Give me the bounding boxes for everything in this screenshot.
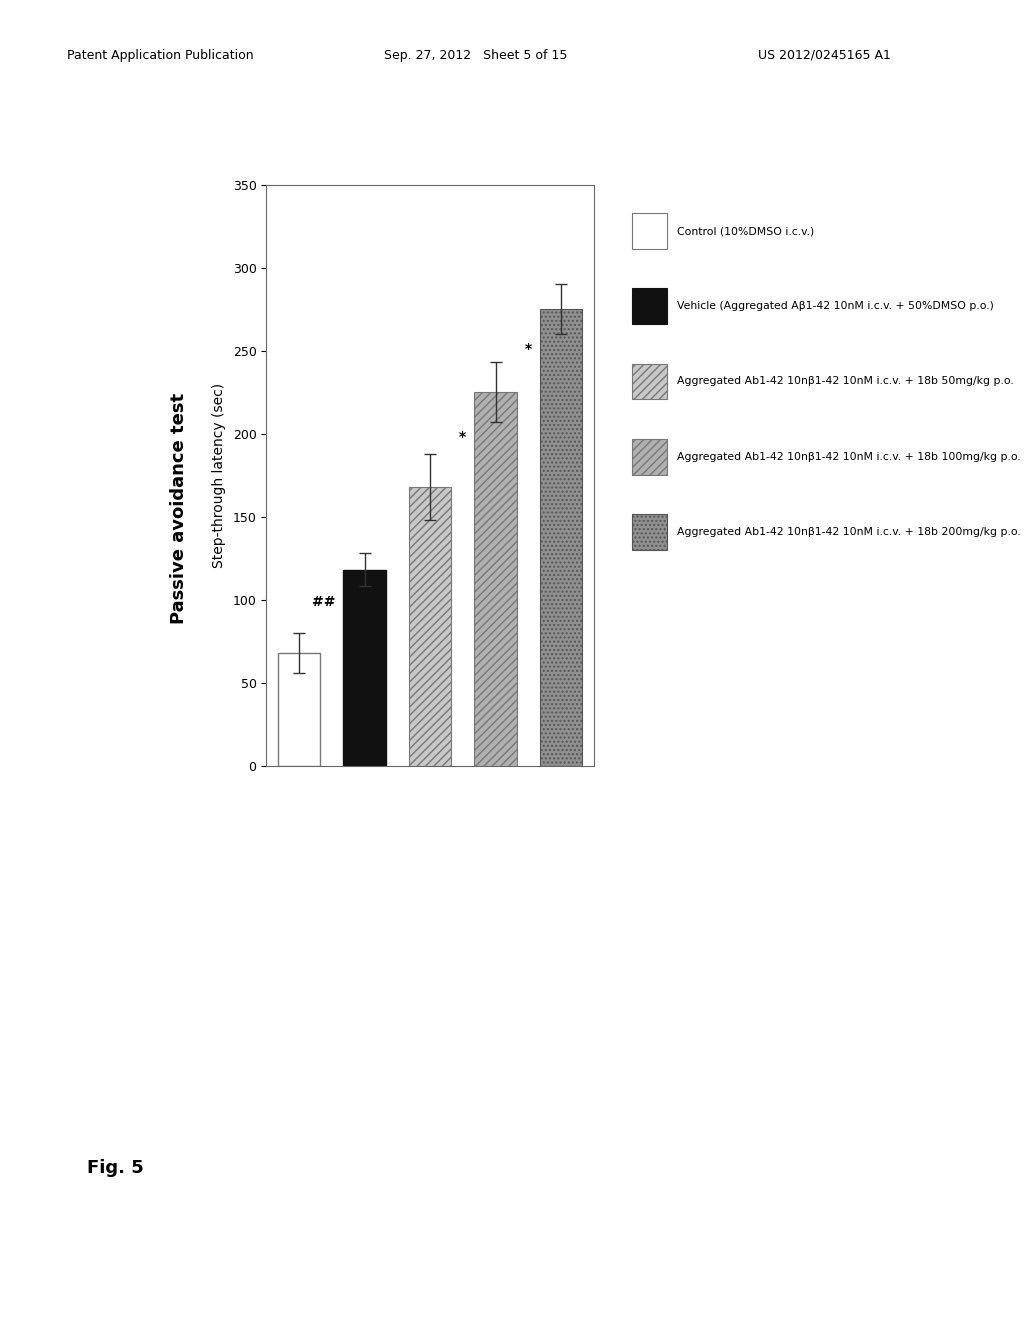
Bar [409, 487, 452, 766]
Text: Aggregated Ab1-42 10nβ1-42 10nM i.c.v. + 18b 50mg/kg p.o.: Aggregated Ab1-42 10nβ1-42 10nM i.c.v. +… [677, 376, 1014, 387]
Text: Sep. 27, 2012   Sheet 5 of 15: Sep. 27, 2012 Sheet 5 of 15 [384, 49, 567, 62]
Text: Passive avoidance test: Passive avoidance test [170, 392, 188, 624]
Bar [540, 309, 583, 766]
Text: Aggregated Ab1-42 10nβ1-42 10nM i.c.v. + 18b 100mg/kg p.o.: Aggregated Ab1-42 10nβ1-42 10nM i.c.v. +… [677, 451, 1021, 462]
Text: Vehicle (Aggregated Aβ1-42 10nM i.c.v. + 50%DMSO p.o.): Vehicle (Aggregated Aβ1-42 10nM i.c.v. +… [677, 301, 993, 312]
Text: Aggregated Ab1-42 10nβ1-42 10nM i.c.v. + 18b 200mg/kg p.o.: Aggregated Ab1-42 10nβ1-42 10nM i.c.v. +… [677, 527, 1021, 537]
Text: US 2012/0245165 A1: US 2012/0245165 A1 [758, 49, 891, 62]
Text: Patent Application Publication: Patent Application Publication [67, 49, 253, 62]
Bar [474, 392, 517, 766]
Text: ##: ## [311, 595, 335, 609]
Bar [343, 570, 386, 766]
Text: *: * [524, 342, 531, 356]
Text: Control (10%DMSO i.c.v.): Control (10%DMSO i.c.v.) [677, 226, 814, 236]
Text: *: * [459, 430, 466, 445]
Text: Fig. 5: Fig. 5 [87, 1159, 143, 1177]
Bar [278, 653, 321, 766]
Y-axis label: Step-through latency (sec): Step-through latency (sec) [212, 383, 225, 568]
